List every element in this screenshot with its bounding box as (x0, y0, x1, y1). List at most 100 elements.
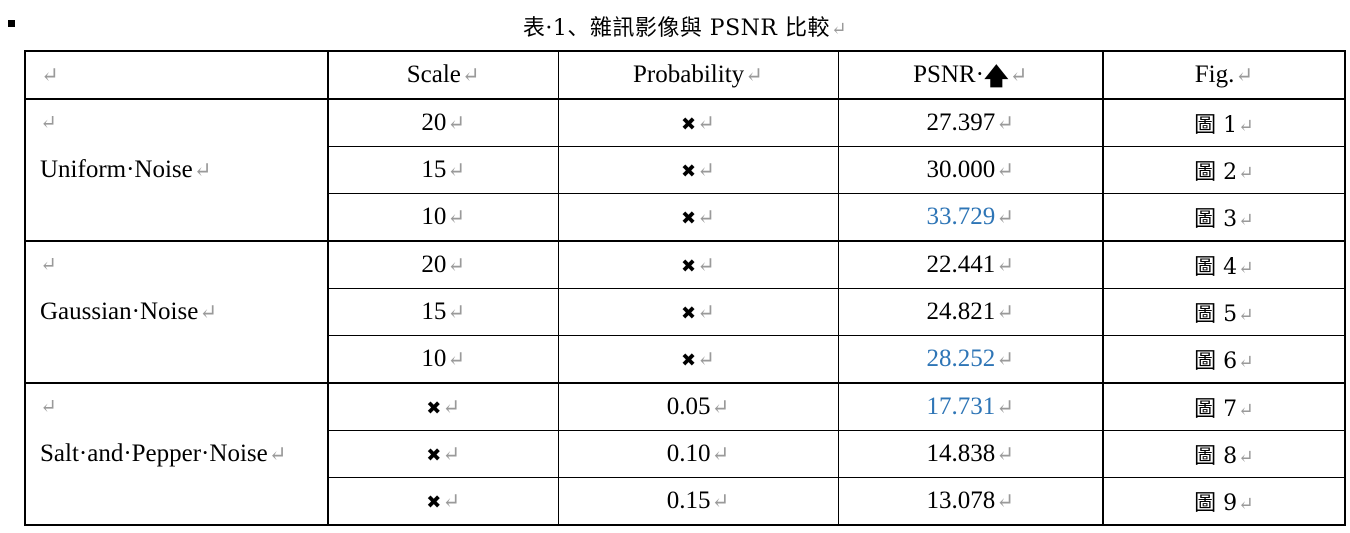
fig-value: 圖 5 (1194, 302, 1238, 327)
paragraph-mark-icon: ↵ (996, 253, 1015, 277)
psnr-value: 28.252 (926, 345, 996, 372)
psnr-value: 17.731 (926, 393, 996, 420)
fig-value: 圖 1 (1194, 113, 1238, 138)
scale-cell: 20↵ (327, 98, 559, 147)
paragraph-mark-icon: ↵ (268, 442, 287, 466)
paragraph-mark-icon: ↵ (996, 300, 1015, 324)
scale-cell: 15↵ (327, 146, 559, 194)
scale-cell: ✖↵ (327, 382, 559, 431)
paragraph-mark-icon: ↵ (442, 442, 461, 466)
paragraph-mark-icon: ↵ (697, 347, 715, 371)
noise-type-cell: ↵ Gaussian·Noise↵ (24, 240, 329, 384)
header-psnr: PSNR·🡅↵ (837, 50, 1104, 100)
scale-value: 10 (421, 345, 447, 372)
noise-type-label: Salt·and·Pepper·Noise↵ (40, 440, 287, 467)
paragraph-mark-icon: ↵ (1238, 494, 1254, 515)
x-mark-icon: ✖ (681, 256, 697, 277)
x-mark-icon: ✖ (681, 161, 697, 182)
paragraph-mark-icon: ↵ (697, 158, 715, 182)
probability-value: 0.15 (666, 487, 711, 514)
table-body: ↵ Uniform·Noise↵ 20↵ ✖↵ 27.397↵ 圖 1↵ 15↵ ✖↵ 30.0… (24, 98, 1346, 526)
paragraph-mark-icon: ↵ (711, 395, 730, 419)
fig-cell: 圖 9↵ (1102, 477, 1346, 526)
fig-value: 圖 7 (1194, 397, 1238, 422)
probability-cell: ✖↵ (557, 193, 839, 242)
paragraph-mark-icon: ↵ (40, 396, 57, 418)
paragraph-mark-icon: ↵ (447, 300, 466, 324)
paragraph-mark-icon: ↵ (447, 205, 466, 229)
x-mark-icon: ✖ (681, 350, 697, 371)
x-mark-icon: ✖ (681, 208, 697, 229)
paragraph-mark-icon: ↵ (447, 158, 466, 182)
scale-cell: 15↵ (327, 288, 559, 336)
x-mark-icon: ✖ (426, 398, 442, 419)
probability-value: 0.10 (666, 440, 711, 467)
paragraph-mark-icon: ↵ (1238, 258, 1254, 279)
paragraph-mark-icon: ↵ (996, 111, 1015, 135)
probability-cell: 0.15↵ (557, 477, 839, 526)
fig-cell: 圖 7↵ (1102, 382, 1346, 431)
psnr-cell: 24.821↵ (837, 288, 1104, 336)
scale-value: 10 (421, 203, 447, 230)
x-mark-icon: ✖ (681, 303, 697, 324)
psnr-cell: 28.252↵ (837, 335, 1104, 384)
scale-value: 15 (421, 298, 447, 325)
up-arrow-icon: 🡅 (983, 62, 1009, 90)
scale-cell: ✖↵ (327, 477, 559, 526)
scale-cell: 20↵ (327, 240, 559, 289)
paragraph-mark-icon: ↵ (697, 300, 715, 324)
psnr-cell: 30.000↵ (837, 146, 1104, 194)
psnr-cell: 14.838↵ (837, 430, 1104, 478)
table-row: ↵ Gaussian·Noise↵ 20↵ ✖↵ 22.441↵ 圖 4↵ (24, 240, 1346, 384)
table-row: 15↵ ✖↵ 30.000↵ 圖 2↵ (25, 146, 1346, 194)
paragraph-mark-icon: ↵ (831, 19, 848, 40)
x-mark-icon: ✖ (426, 492, 442, 513)
paragraph-mark-icon: ↵ (711, 442, 730, 466)
paragraph-mark-icon: ↵ (1238, 305, 1254, 326)
fig-value: 圖 8 (1194, 444, 1238, 469)
paragraph-mark-icon: ↵ (447, 111, 466, 135)
psnr-cell: 13.078↵ (837, 477, 1104, 526)
fig-cell: 圖 3↵ (1102, 193, 1346, 242)
fig-cell: 圖 4↵ (1102, 240, 1346, 289)
probability-cell: ✖↵ (557, 288, 839, 336)
paragraph-mark-icon: ↵ (1238, 116, 1254, 137)
psnr-value: 30.000 (926, 156, 996, 183)
probability-cell: 0.10↵ (557, 430, 839, 478)
scale-cell: 10↵ (327, 193, 559, 242)
paragraph-mark-icon: ↵ (461, 63, 480, 87)
probability-cell: ✖↵ (557, 98, 839, 147)
probability-cell: ✖↵ (557, 146, 839, 194)
paragraph-mark-icon: ↵ (996, 442, 1015, 466)
probability-cell: 0.05↵ (557, 382, 839, 431)
paragraph-mark-icon: ↵ (697, 253, 715, 277)
paragraph-mark-icon: ↵ (1238, 352, 1254, 373)
fig-cell: 圖 6↵ (1102, 335, 1346, 384)
fig-cell: 圖 1↵ (1102, 98, 1346, 147)
paragraph-mark-icon: ↵ (199, 300, 218, 324)
header-probability: Probability↵ (557, 50, 839, 100)
table-row: ↵ Salt·and·Pepper·Noise↵ ✖↵ 0.05↵ 17.731↵ 圖 7… (24, 382, 1346, 526)
paragraph-mark-icon: ↵ (1238, 163, 1254, 184)
scale-value: 20 (421, 109, 447, 136)
table-row: 10↵ ✖↵ 28.252↵ 圖 6↵ (25, 335, 1346, 384)
noise-type-label: Gaussian·Noise↵ (40, 298, 218, 325)
paragraph-mark-icon: ↵ (193, 158, 212, 182)
paragraph-mark-icon: ↵ (447, 347, 466, 371)
table-row: ✖↵ 0.10↵ 14.838↵ 圖 8↵ (25, 430, 1346, 478)
paragraph-mark-icon: ↵ (442, 489, 461, 513)
paragraph-mark-icon: ↵ (697, 111, 715, 135)
fig-value: 圖 3 (1194, 207, 1238, 232)
fig-cell: 圖 5↵ (1102, 288, 1346, 336)
paragraph-mark-icon: ↵ (1238, 447, 1254, 468)
probability-cell: ✖↵ (557, 240, 839, 289)
paragraph-mark-icon: ↵ (41, 63, 59, 87)
psnr-value: 33.729 (926, 203, 996, 230)
paragraph-mark-icon: ↵ (697, 205, 715, 229)
noise-type-cell: ↵ Salt·and·Pepper·Noise↵ (24, 382, 329, 526)
psnr-comparison-table: ↵ Scale↵ Probability↵ PSNR·🡅↵ Fig.↵ ↵ Uni… (24, 50, 1346, 526)
paragraph-mark-icon: ↵ (745, 63, 763, 87)
table-row: 15↵ ✖↵ 24.821↵ 圖 5↵ (25, 288, 1346, 336)
x-mark-icon: ✖ (426, 445, 442, 466)
paragraph-mark-icon: ↵ (1009, 63, 1028, 87)
